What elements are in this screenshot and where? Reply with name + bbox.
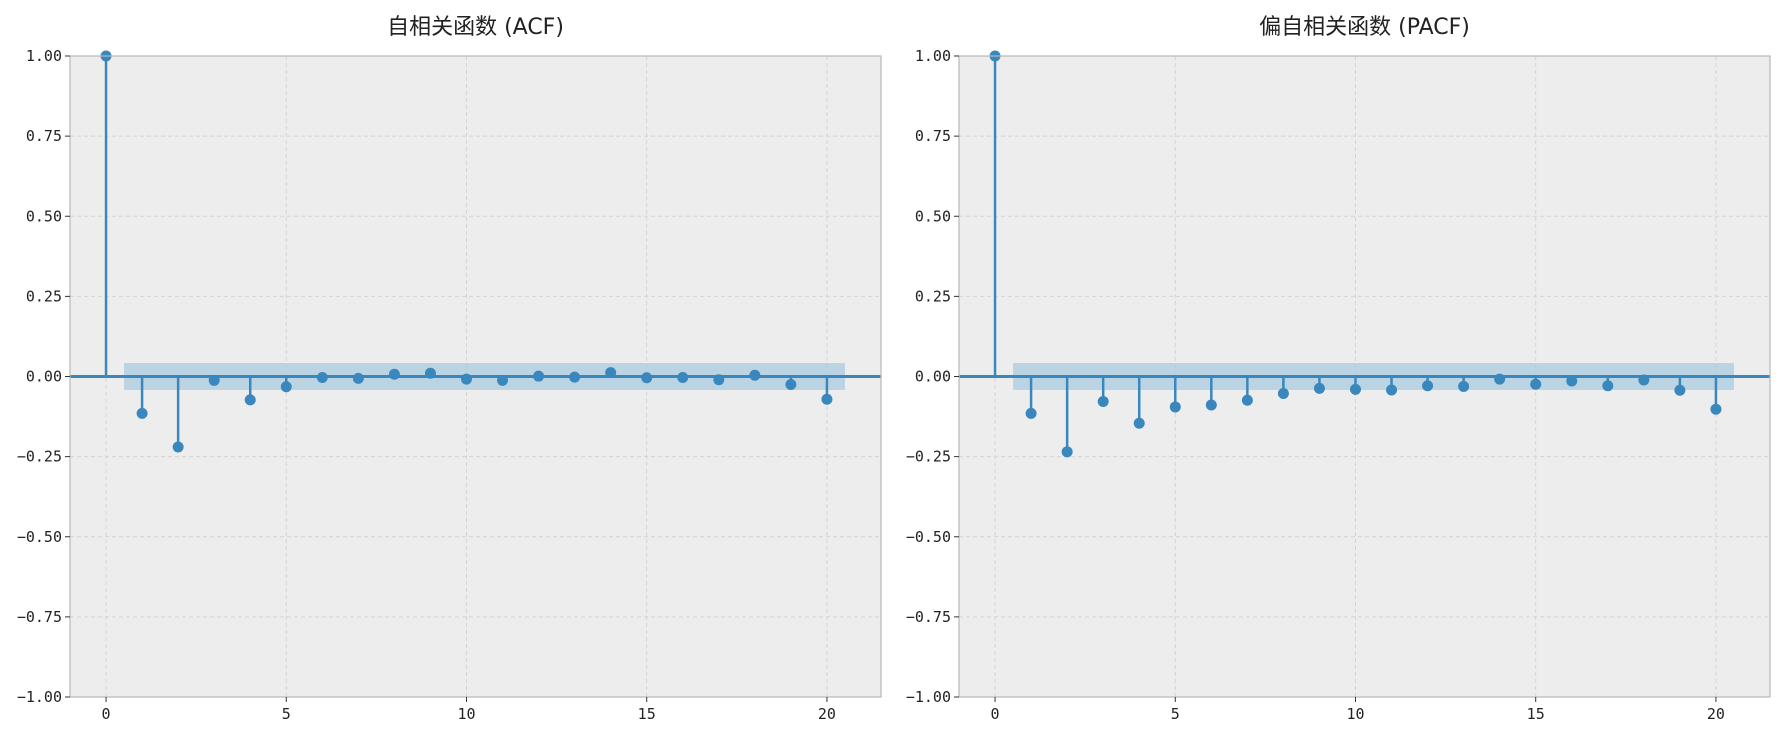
marker-lag-14 xyxy=(605,367,617,379)
marker-lag-18 xyxy=(1638,374,1650,386)
marker-lag-6 xyxy=(1205,399,1217,411)
marker-lag-10 xyxy=(1349,383,1361,395)
x-tick-label-2: 10 xyxy=(457,705,475,723)
marker-lag-8 xyxy=(388,368,400,380)
x-tick-label-2: 10 xyxy=(1346,705,1364,723)
marker-lag-5 xyxy=(280,381,292,393)
x-tick-label-1: 5 xyxy=(282,705,291,723)
marker-lag-7 xyxy=(352,372,364,384)
marker-lag-15 xyxy=(1530,378,1542,390)
y-tick-label-0: 1.00 xyxy=(26,47,62,65)
y-tick-label-2: 0.50 xyxy=(26,207,62,225)
x-tick-label-4: 20 xyxy=(818,705,836,723)
x-tick-label-0: 0 xyxy=(991,705,1000,723)
marker-lag-3 xyxy=(208,374,220,386)
marker-lag-9 xyxy=(424,367,436,379)
marker-lag-17 xyxy=(1602,380,1614,392)
x-tick-label-3: 15 xyxy=(1527,705,1545,723)
marker-lag-6 xyxy=(316,371,328,383)
marker-lag-13 xyxy=(1458,380,1470,392)
y-tick-label-3: 0.25 xyxy=(915,287,951,305)
chart-title: 自相关函数 (ACF) xyxy=(387,15,564,40)
marker-lag-19 xyxy=(785,379,797,391)
marker-lag-18 xyxy=(749,369,761,381)
marker-lag-4 xyxy=(1133,417,1145,429)
marker-lag-12 xyxy=(533,370,545,382)
chart-title: 偏自相关函数 (PACF) xyxy=(1259,15,1470,40)
y-tick-label-7: −0.75 xyxy=(906,608,951,626)
marker-lag-11 xyxy=(1386,384,1398,396)
pacf-panel: 0 5 10 15 20 1.00 0.75 0.50 0.25 0.00 −0.25 −0.50 −0… xyxy=(906,15,1771,723)
marker-lag-16 xyxy=(1566,375,1578,387)
marker-lag-1 xyxy=(136,407,148,419)
y-tick-label-0: 1.00 xyxy=(915,47,951,65)
y-tick-label-6: −0.50 xyxy=(17,528,62,546)
x-tick-label-3: 15 xyxy=(638,705,656,723)
marker-lag-20 xyxy=(1710,403,1722,415)
marker-lag-13 xyxy=(569,371,581,383)
x-tick-label-4: 20 xyxy=(1707,705,1725,723)
x-tick-label-0: 0 xyxy=(102,705,111,723)
marker-lag-8 xyxy=(1277,387,1289,399)
y-tick-label-1: 0.75 xyxy=(915,127,951,145)
y-tick-label-3: 0.25 xyxy=(26,287,62,305)
marker-lag-7 xyxy=(1241,394,1253,406)
y-tick-label-5: −0.25 xyxy=(17,448,62,466)
marker-lag-5 xyxy=(1169,401,1181,413)
marker-lag-2 xyxy=(172,441,184,453)
marker-lag-1 xyxy=(1025,407,1037,419)
y-tick-label-8: −1.00 xyxy=(906,688,951,706)
marker-lag-9 xyxy=(1313,382,1325,394)
y-tick-label-4: 0.00 xyxy=(26,368,62,386)
marker-lag-17 xyxy=(713,374,725,386)
marker-lag-14 xyxy=(1494,373,1506,385)
x-tick-label-1: 5 xyxy=(1171,705,1180,723)
y-tick-label-4: 0.00 xyxy=(915,368,951,386)
y-tick-label-5: −0.25 xyxy=(906,448,951,466)
marker-lag-3 xyxy=(1097,395,1109,407)
marker-lag-15 xyxy=(641,372,653,384)
y-tick-label-6: −0.50 xyxy=(906,528,951,546)
y-tick-label-8: −1.00 xyxy=(17,688,62,706)
y-tick-label-2: 0.50 xyxy=(915,207,951,225)
y-tick-label-1: 0.75 xyxy=(26,127,62,145)
marker-lag-16 xyxy=(677,371,689,383)
acf-panel: 0 5 10 15 20 1.00 0.75 0.50 0.25 0.00 −0.25 −0.50 −0… xyxy=(17,15,882,723)
marker-lag-2 xyxy=(1061,446,1073,458)
marker-lag-12 xyxy=(1422,380,1434,392)
marker-lag-4 xyxy=(244,394,256,406)
marker-lag-20 xyxy=(821,393,833,405)
y-tick-label-7: −0.75 xyxy=(17,608,62,626)
marker-lag-19 xyxy=(1674,384,1686,396)
marker-lag-10 xyxy=(460,373,472,385)
marker-lag-11 xyxy=(497,374,509,386)
